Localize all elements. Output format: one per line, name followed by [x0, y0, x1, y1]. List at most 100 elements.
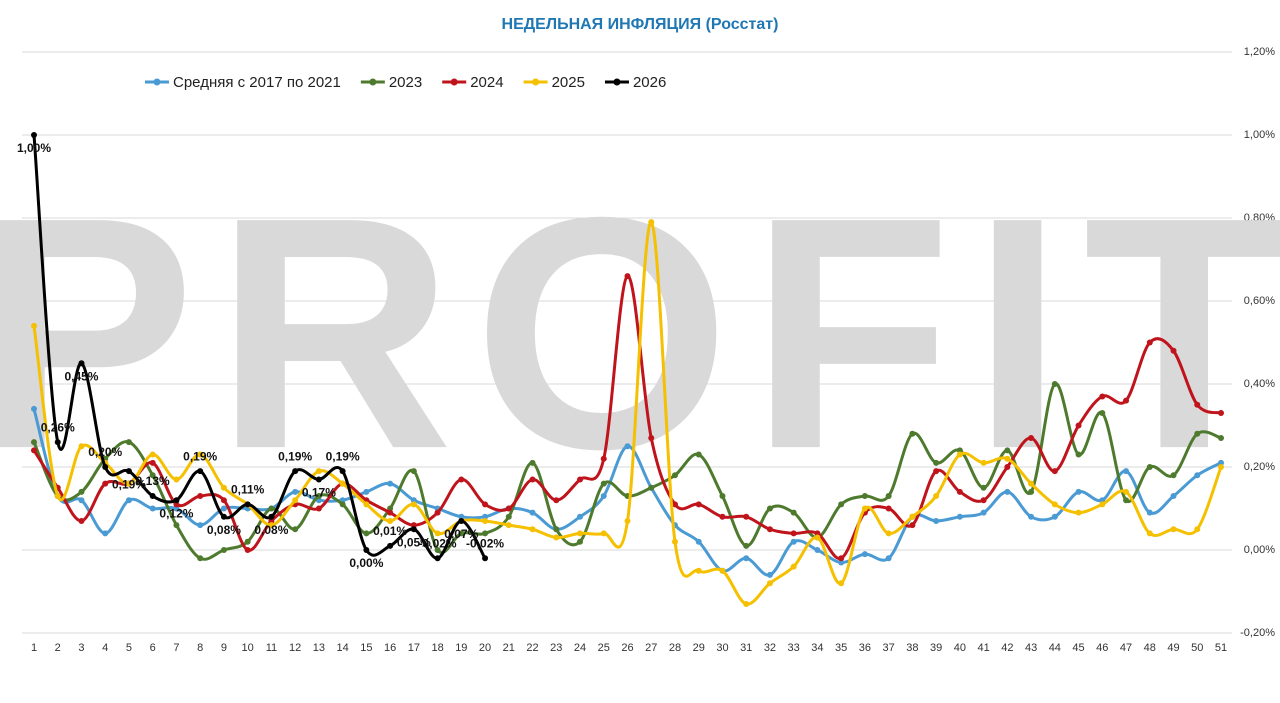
- x-tick-label: 10: [242, 642, 254, 654]
- data-point: [885, 555, 892, 562]
- data-point: [1194, 430, 1201, 437]
- data-point: [339, 480, 346, 487]
- data-point: [31, 439, 37, 446]
- data-point: [173, 522, 180, 529]
- x-tick-label: 23: [550, 642, 562, 654]
- data-point: [173, 476, 180, 483]
- data-point: [197, 468, 204, 475]
- data-point: [1028, 480, 1035, 487]
- data-point: [695, 501, 702, 508]
- x-tick-label: 44: [1049, 642, 1061, 654]
- data-point: [505, 505, 512, 512]
- data-point: [173, 505, 180, 512]
- data-point: [1123, 488, 1130, 495]
- data-point: [197, 493, 204, 500]
- data-point: [933, 517, 940, 524]
- data-point: [244, 538, 251, 545]
- data-point: [838, 501, 845, 508]
- x-tick-label: 1: [31, 642, 37, 654]
- data-point: [1146, 509, 1153, 516]
- data-point: [577, 513, 584, 520]
- data-point: [244, 501, 251, 508]
- data-point: [363, 501, 370, 508]
- x-tick-label: 4: [102, 642, 108, 654]
- data-point: [292, 497, 299, 504]
- data-point: [695, 567, 702, 574]
- data-point: [766, 505, 773, 512]
- data-point: [458, 513, 465, 520]
- data-label: 0,13%: [136, 474, 170, 488]
- data-point: [315, 476, 322, 483]
- data-point: [743, 600, 750, 607]
- x-tick-label: 26: [621, 642, 633, 654]
- data-point: [54, 439, 61, 446]
- data-point: [1028, 513, 1035, 520]
- x-tick-label: 40: [954, 642, 966, 654]
- data-point: [600, 455, 607, 462]
- x-tick-label: 46: [1096, 642, 1108, 654]
- x-tick-label: 27: [645, 642, 657, 654]
- data-point: [1194, 472, 1201, 479]
- data-point: [268, 513, 275, 520]
- y-tick-label: 0,40%: [1244, 378, 1275, 390]
- data-point: [125, 480, 132, 487]
- legend-marker: [369, 78, 377, 86]
- data-label: 0,12%: [159, 506, 193, 520]
- grid: -0,20% 0,00% 0,20% 0,40% 0,60% 0,80% 1,00% 1,20…: [22, 46, 1275, 654]
- data-point: [173, 501, 180, 508]
- x-tick-label: 48: [1144, 642, 1156, 654]
- data-point: [814, 534, 821, 541]
- x-tick-label: 24: [574, 642, 586, 654]
- data-point: [410, 468, 417, 475]
- data-point: [78, 360, 85, 367]
- data-point: [766, 580, 773, 587]
- data-point: [529, 459, 536, 466]
- y-tick-label: 0,60%: [1244, 295, 1275, 307]
- data-point: [78, 517, 85, 524]
- data-point: [149, 472, 156, 479]
- legend-label: 2023: [389, 74, 422, 91]
- data-point: [1218, 434, 1224, 441]
- legend-label: 2026: [633, 74, 666, 91]
- data-point: [1075, 451, 1082, 458]
- x-tick-label: 5: [126, 642, 132, 654]
- data-point: [1075, 422, 1082, 429]
- x-tick-label: 51: [1215, 642, 1227, 654]
- data-point: [1099, 393, 1106, 400]
- data-point: [1170, 526, 1177, 533]
- data-point: [838, 559, 845, 566]
- data-point: [909, 430, 916, 437]
- x-tick-label: 34: [811, 642, 823, 654]
- data-point: [1099, 410, 1106, 417]
- data-point: [743, 542, 750, 549]
- data-point: [719, 493, 726, 500]
- x-tick-label: 32: [764, 642, 776, 654]
- data-point: [885, 505, 892, 512]
- data-point: [482, 555, 489, 562]
- data-point: [482, 517, 489, 524]
- data-point: [553, 534, 560, 541]
- data-point: [387, 517, 394, 524]
- data-label: 0,20%: [88, 445, 122, 459]
- data-point: [149, 505, 156, 512]
- plot: 1,00%0,26%0,45%0,20%0,19%0,13%0,12%0,19%…: [17, 132, 1224, 607]
- data-point: [624, 443, 631, 450]
- legend: Средняя с 2017 по 2021 2023 2024 2025 2026: [145, 74, 666, 91]
- data-point: [292, 526, 299, 533]
- x-tick-label: 37: [883, 642, 895, 654]
- data-point: [315, 468, 322, 475]
- data-point: [434, 555, 441, 562]
- data-label: 0,00%: [349, 556, 383, 570]
- data-label: 0,08%: [254, 523, 288, 537]
- data-point: [695, 538, 702, 545]
- data-point: [173, 497, 180, 504]
- data-point: [766, 526, 773, 533]
- x-tick-label: 19: [455, 642, 467, 654]
- data-point: [410, 497, 417, 504]
- data-point: [292, 488, 299, 495]
- data-point: [387, 480, 394, 487]
- data-point: [1194, 526, 1201, 533]
- data-point: [78, 443, 85, 450]
- data-point: [315, 493, 322, 500]
- legend-marker: [532, 78, 540, 86]
